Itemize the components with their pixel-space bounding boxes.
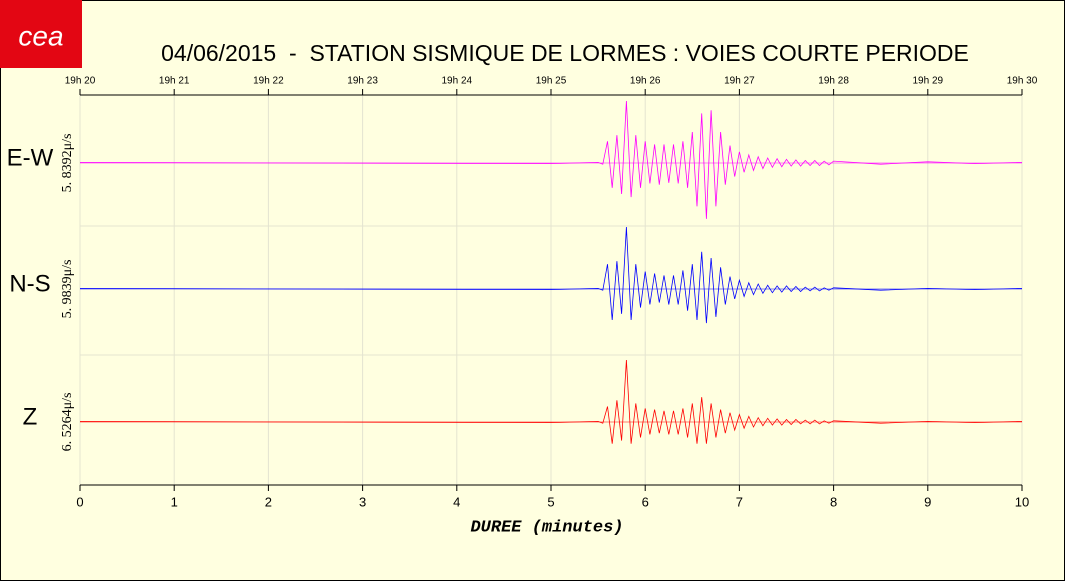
x-tick-label: 9 [924, 494, 931, 509]
x-tick-label: 3 [359, 494, 366, 509]
top-tick-label: 19h 27 [724, 76, 755, 87]
x-tick-label: 4 [453, 494, 460, 509]
x-tick-label: 7 [736, 494, 743, 509]
x-axis-title: DUREE (minutes) [470, 518, 623, 537]
channel-name: Z [23, 403, 38, 430]
trace [79, 359, 1023, 444]
top-tick-label: 19h 23 [347, 76, 378, 87]
chart-title: 04/06/2015 - STATION SISMIQUE DE LORMES … [161, 40, 969, 66]
scale-label: 5. 9839μ/s [60, 260, 75, 319]
channel-name: E-W [7, 144, 54, 171]
x-tick-label: 6 [642, 494, 649, 509]
scale-label: 6. 5264μ/s [60, 393, 75, 452]
top-tick-label: 19h 24 [442, 76, 473, 87]
trace [79, 100, 1023, 219]
top-tick-label: 19h 28 [818, 76, 849, 87]
x-tick-label: 1 [171, 494, 178, 509]
x-tick-label: 5 [547, 494, 554, 509]
top-tick-label: 19h 30 [1007, 76, 1038, 87]
logo: cea [18, 20, 63, 51]
logo-box [0, 0, 82, 68]
scale-label: 5. 8392μ/s [60, 134, 75, 193]
x-tick-label: 0 [76, 494, 83, 509]
x-tick-label: 10 [1015, 494, 1029, 509]
top-tick-label: 19h 29 [913, 76, 944, 87]
top-tick-label: 19h 25 [536, 76, 567, 87]
trace [79, 226, 1023, 324]
channel-name: N-S [9, 270, 50, 297]
top-tick-label: 19h 20 [65, 76, 96, 87]
top-tick-label: 19h 21 [159, 76, 190, 87]
top-tick-label: 19h 26 [630, 76, 661, 87]
x-tick-label: 2 [265, 494, 272, 509]
top-tick-label: 19h 22 [253, 76, 284, 87]
x-tick-label: 8 [830, 494, 837, 509]
